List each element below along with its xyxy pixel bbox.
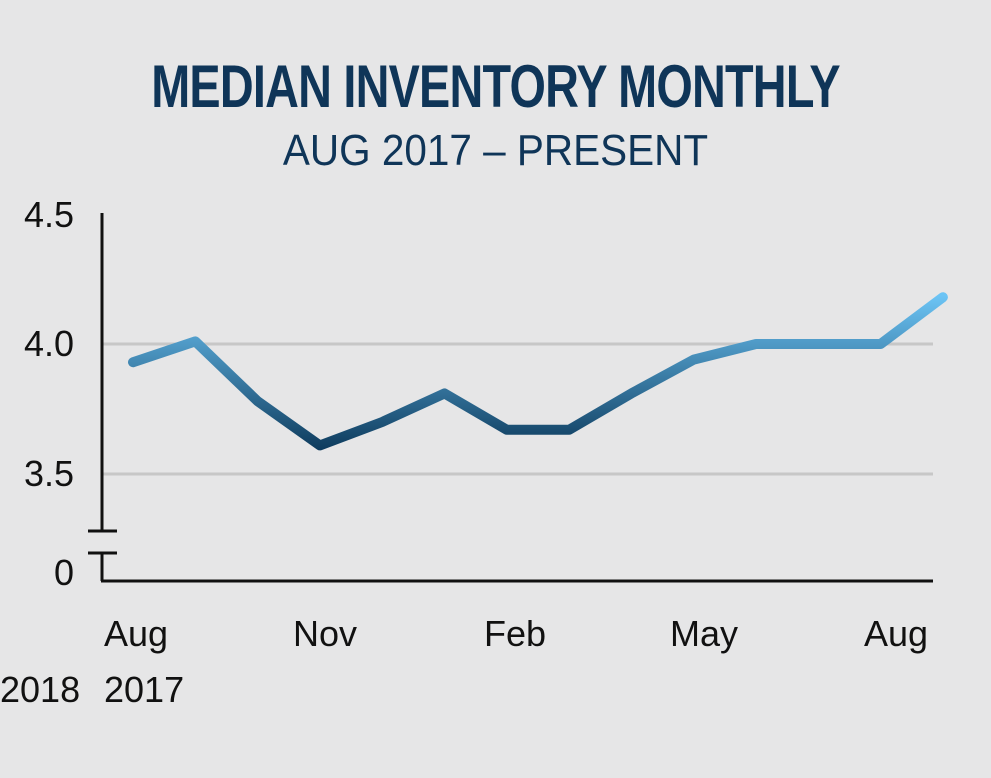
y-tick-label: 4.0 [24,323,74,364]
x-tick-label: May [670,613,738,654]
chart-title: MEDIAN INVENTORY MONTHLY [151,53,840,120]
y-tick-label: 4.5 [24,194,74,235]
x-tick-year: 2018 [0,669,80,710]
x-tick-year: 2017 [104,669,184,710]
chart-subtitle: AUG 2017 – PRESENT [282,126,709,175]
y-tick-label: 0 [54,552,74,593]
x-tick-label: Aug [864,613,928,654]
x-tick-label: Nov [293,613,357,654]
y-tick-label: 3.5 [24,453,74,494]
x-tick-label: Aug [104,613,168,654]
series-line [128,292,948,451]
x-tick-label: Feb [484,613,546,654]
